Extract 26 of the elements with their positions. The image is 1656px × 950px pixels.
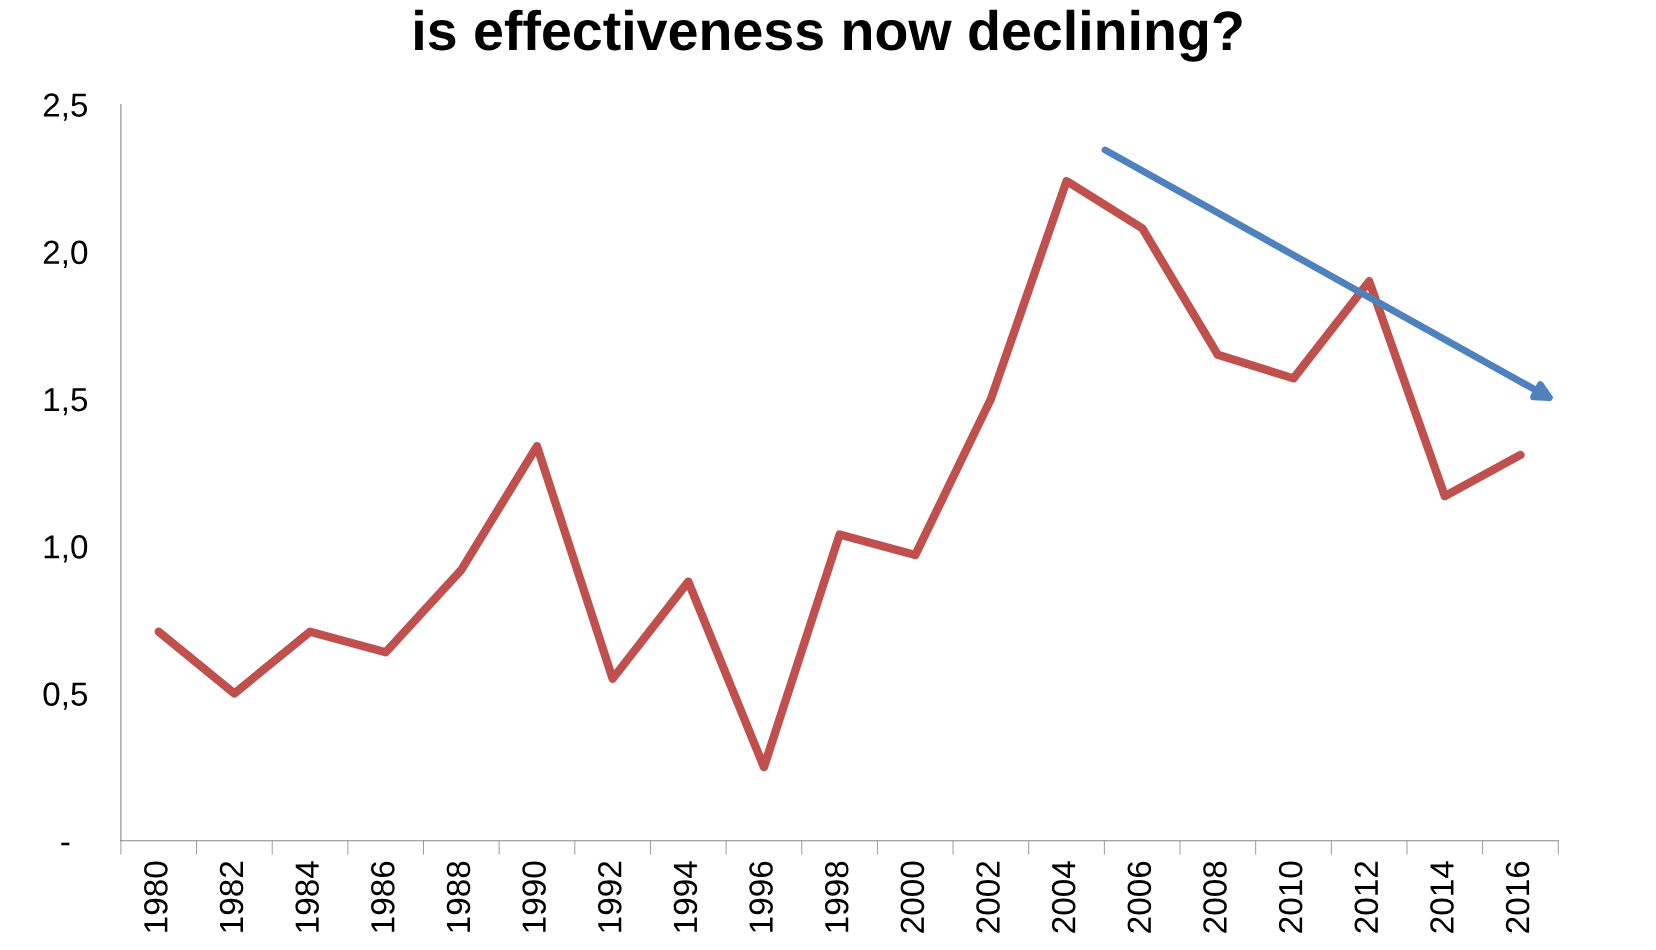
x-tick-label: 1982 <box>219 861 244 932</box>
x-tick-label: 2014 <box>1430 861 1454 933</box>
x-tick-label: 2006 <box>1127 861 1152 933</box>
x-tick-label: 1998 <box>824 861 849 932</box>
y-tick-label: 1,5 <box>44 388 88 416</box>
y-tick-label: 0,5 <box>43 682 88 710</box>
x-tick-label: 2012 <box>1354 861 1379 933</box>
y-tick-label: 2,5 <box>43 93 88 121</box>
x-tick-label: 1984 <box>295 861 319 932</box>
x-tick-label: 2002 <box>976 861 1000 933</box>
x-tick-label: 2008 <box>1203 861 1227 933</box>
x-tick-label: 1992 <box>597 861 622 932</box>
y-tick-label: 1,0 <box>44 535 88 563</box>
x-tick-label: 1988 <box>446 861 471 932</box>
x-tick-label: 1996 <box>749 861 773 932</box>
x-tick-label: 2016 <box>1505 861 1530 933</box>
x-tick-label: 1990 <box>522 861 546 932</box>
x-tick-label: 2004 <box>1051 861 1076 933</box>
chart-title: is effectiveness now declining? <box>415 9 1242 62</box>
y-tick-label: 2,0 <box>43 240 88 269</box>
x-tick-label: 2010 <box>1278 861 1303 933</box>
x-tick-label: 1994 <box>673 861 698 932</box>
x-tick-label: 1980 <box>144 861 168 932</box>
y-tick-label: - <box>61 842 70 846</box>
x-tick-label: 1986 <box>371 861 395 932</box>
x-tick-label: 2000 <box>900 861 925 933</box>
